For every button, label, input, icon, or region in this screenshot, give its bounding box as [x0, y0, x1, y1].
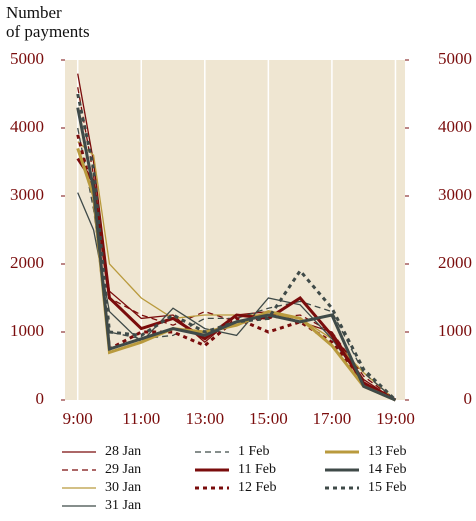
series-line	[76, 107, 397, 402]
y-axis-title: Number	[6, 3, 62, 22]
series-line	[76, 134, 397, 402]
y2-tick-label: 2000	[438, 253, 472, 272]
y-axis-title: of payments	[6, 22, 90, 41]
y-tick-label: 5000	[10, 49, 44, 68]
y-tick-label: 0	[36, 389, 45, 408]
x-tick-label: 19:00	[376, 409, 415, 428]
y2-tick-label: 0	[464, 389, 473, 408]
legend-label: 14 Feb	[368, 462, 407, 477]
y-tick-label: 4000	[10, 117, 44, 136]
legend-label: 30 Jan	[105, 480, 141, 495]
y2-tick-label: 3000	[438, 185, 472, 204]
y2-tick-label: 1000	[438, 321, 472, 340]
y2-tick-label: 5000	[438, 49, 472, 68]
series-line	[76, 93, 397, 402]
x-tick-label: 15:00	[249, 409, 288, 428]
y-tick-label: 3000	[10, 185, 44, 204]
legend-label: 28 Jan	[105, 444, 141, 459]
y-tick-label: 2000	[10, 253, 44, 272]
legend-label: 11 Feb	[238, 462, 276, 477]
x-tick-label: 13:00	[185, 409, 224, 428]
x-tick-label: 11:00	[122, 409, 160, 428]
legend-label: 13 Feb	[368, 444, 407, 459]
legend-label: 31 Jan	[105, 498, 141, 513]
x-tick-label: 9:00	[63, 409, 93, 428]
legend-label: 15 Feb	[368, 480, 407, 495]
legend-label: 29 Jan	[105, 462, 141, 477]
y-tick-label: 1000	[10, 321, 44, 340]
legend-label: 12 Feb	[238, 480, 277, 495]
y2-tick-label: 4000	[438, 117, 472, 136]
legend-label: 1 Feb	[238, 444, 270, 459]
x-tick-label: 17:00	[313, 409, 352, 428]
series-line	[77, 192, 396, 401]
